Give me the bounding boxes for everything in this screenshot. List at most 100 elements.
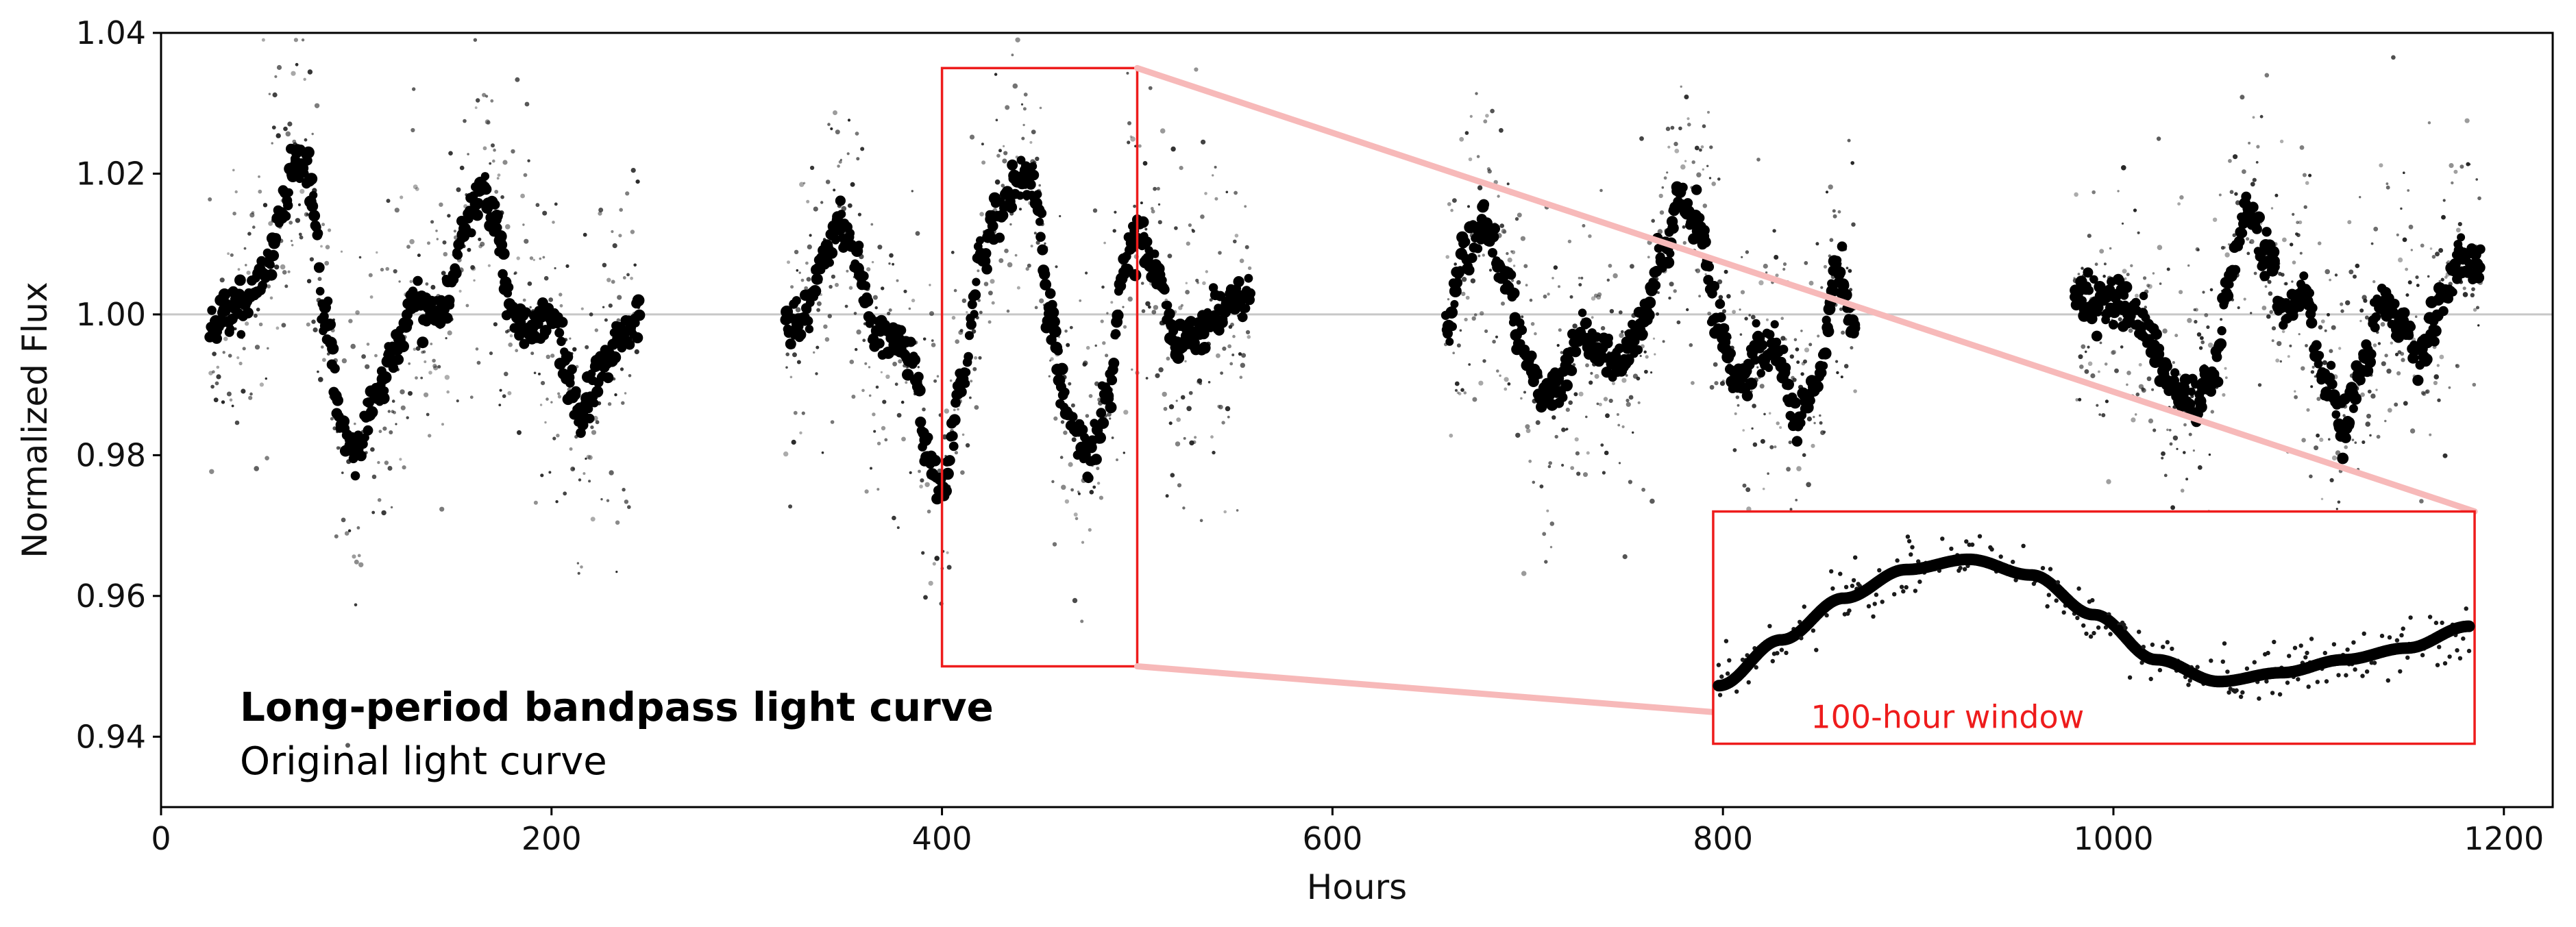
original-point	[979, 212, 984, 217]
bandpass-point	[473, 198, 484, 209]
inset-original-point	[2408, 615, 2413, 620]
bandpass-point	[854, 240, 864, 251]
original-point	[2090, 373, 2096, 379]
bandpass-point	[956, 386, 967, 397]
bandpass-point	[826, 247, 838, 259]
original-point	[2366, 413, 2371, 419]
original-point	[1645, 355, 1649, 359]
original-point	[1684, 160, 1687, 162]
original-point	[611, 230, 614, 234]
original-point	[2188, 432, 2192, 436]
original-point	[2433, 380, 2438, 386]
bandpass-point	[236, 330, 246, 339]
bandpass-point	[1467, 253, 1477, 263]
bandpass-point	[2366, 349, 2377, 360]
original-point	[2087, 361, 2093, 367]
original-point	[542, 210, 548, 216]
original-point	[1487, 169, 1492, 174]
original-point	[1096, 467, 1100, 471]
original-point	[2126, 383, 2129, 386]
bandpass-point	[1108, 358, 1120, 369]
inset-original-point	[2244, 666, 2250, 671]
original-point	[2407, 189, 2410, 192]
original-point	[846, 269, 849, 273]
original-point	[1837, 210, 1841, 214]
original-point	[2137, 231, 2140, 234]
bandpass-point	[2370, 323, 2380, 332]
original-point	[969, 396, 972, 399]
bandpass-point	[792, 296, 801, 306]
original-point	[1102, 341, 1106, 345]
original-point	[783, 451, 789, 457]
original-point	[977, 269, 980, 273]
original-point	[806, 277, 811, 282]
original-point	[1166, 356, 1170, 361]
original-point	[254, 345, 260, 350]
original-point	[1789, 354, 1794, 359]
original-point	[970, 380, 973, 383]
original-point	[799, 182, 805, 187]
bandpass-point	[1035, 217, 1044, 226]
original-point	[2163, 473, 2168, 478]
original-point	[2402, 237, 2407, 243]
bandpass-point	[1694, 212, 1705, 223]
original-point	[2206, 325, 2210, 330]
original-point	[1101, 285, 1105, 289]
original-point	[1072, 597, 1078, 604]
original-point	[1188, 391, 1193, 395]
original-point	[2248, 141, 2251, 145]
original-point	[552, 221, 555, 224]
bandpass-point	[980, 248, 992, 259]
bandpass-point	[1532, 367, 1543, 378]
original-point	[2187, 264, 2190, 267]
original-point	[2130, 264, 2133, 267]
original-point	[2451, 181, 2454, 185]
original-point	[1112, 229, 1116, 233]
original-point	[563, 491, 567, 496]
original-point	[314, 103, 320, 108]
original-point	[877, 245, 883, 250]
bandpass-point	[1837, 241, 1848, 252]
original-point	[2314, 445, 2319, 451]
original-point	[317, 370, 319, 373]
original-point	[2099, 341, 2102, 345]
inset-original-point	[2040, 566, 2046, 571]
original-point	[1583, 472, 1588, 478]
inset-original-point	[2372, 660, 2377, 665]
data-layer	[161, 37, 2553, 748]
original-point	[885, 374, 890, 379]
original-point	[1751, 427, 1754, 430]
original-point	[358, 256, 362, 259]
bandpass-point	[379, 371, 392, 384]
bandpass-point	[2096, 284, 2107, 296]
inset-original-point	[2240, 690, 2245, 695]
original-point	[1192, 229, 1195, 233]
original-point	[2337, 500, 2341, 504]
original-point	[580, 565, 583, 569]
original-point	[1241, 353, 1247, 358]
original-point	[415, 376, 418, 380]
original-point	[2455, 364, 2460, 369]
original-point	[1458, 392, 1462, 396]
bandpass-point	[862, 295, 874, 307]
original-point	[569, 337, 572, 340]
original-point	[494, 190, 499, 194]
bandpass-point	[306, 200, 319, 212]
original-point	[334, 534, 339, 539]
original-point	[2229, 190, 2234, 195]
original-point	[1815, 242, 1819, 246]
original-point	[1221, 421, 1225, 425]
bandpass-point	[284, 188, 293, 197]
original-point	[1116, 458, 1118, 462]
original-point	[384, 460, 389, 465]
bandpass-point	[1450, 299, 1459, 308]
original-point	[2218, 193, 2222, 197]
original-point	[1647, 256, 1650, 259]
original-point	[1748, 314, 1751, 317]
original-point	[946, 551, 949, 554]
original-point	[1236, 509, 1239, 512]
original-point	[870, 467, 872, 470]
original-point	[2471, 287, 2475, 291]
bandpass-point	[2168, 375, 2179, 386]
bandpass-point	[471, 209, 483, 221]
